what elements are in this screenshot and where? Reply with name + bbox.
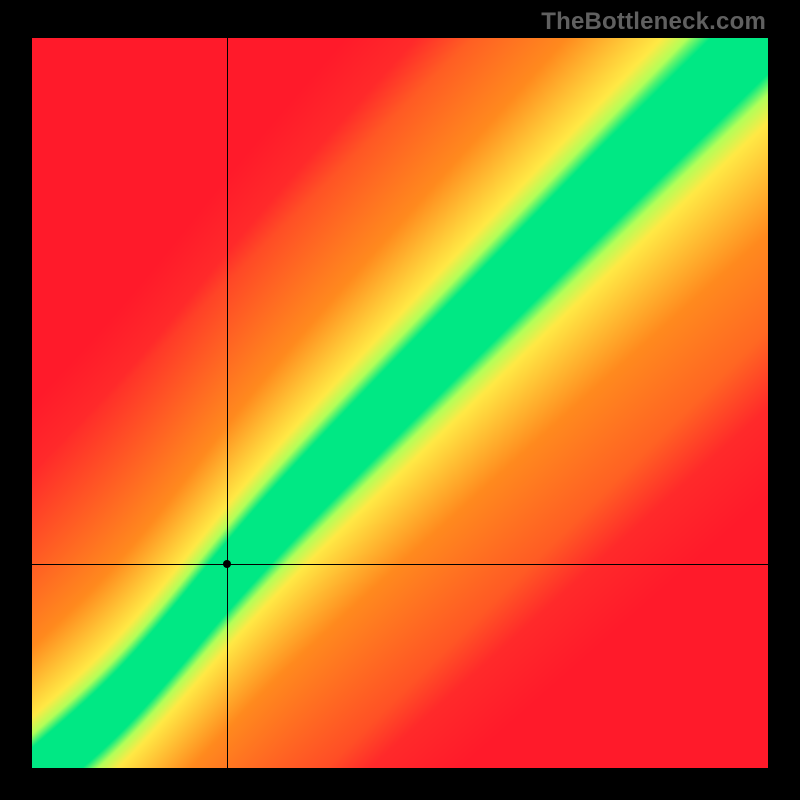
crosshair-vertical — [227, 38, 228, 768]
heatmap-plot-area — [32, 38, 768, 768]
chart-frame: TheBottleneck.com — [0, 0, 800, 800]
watermark-text: TheBottleneck.com — [541, 8, 766, 36]
crosshair-horizontal — [32, 564, 768, 565]
heatmap-canvas — [32, 38, 768, 768]
crosshair-marker — [223, 560, 231, 568]
